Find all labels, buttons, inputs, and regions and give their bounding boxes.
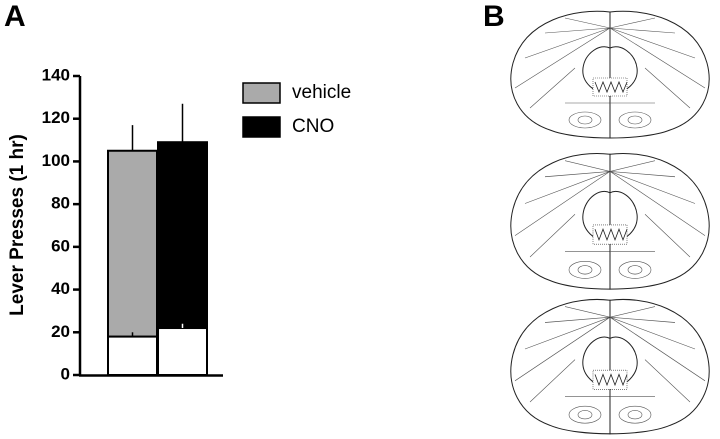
panel-label: B xyxy=(483,0,505,33)
bar-segment xyxy=(157,141,208,330)
y-tick-label: 0 xyxy=(61,364,70,383)
legend-swatch xyxy=(242,82,281,104)
brain-sections xyxy=(511,11,709,434)
y-tick-label: 120 xyxy=(42,108,70,127)
y-tick-label: 40 xyxy=(51,279,70,298)
y-tick-label: 140 xyxy=(42,65,70,84)
y-axis-label: Lever Presses (1 hr) xyxy=(7,134,28,316)
y-tick-label: 60 xyxy=(51,236,70,255)
bar-segment xyxy=(107,149,158,338)
y-tick-label: 20 xyxy=(51,322,70,341)
legend-label: CNO xyxy=(292,116,334,137)
bar-segment xyxy=(157,327,208,376)
legend-swatch xyxy=(242,116,281,138)
panel-label: A xyxy=(4,0,26,33)
y-tick-label: 80 xyxy=(51,194,70,213)
bar-segment xyxy=(107,335,158,376)
legend-label: vehicle xyxy=(292,82,351,103)
y-tick-label: 100 xyxy=(42,151,70,170)
